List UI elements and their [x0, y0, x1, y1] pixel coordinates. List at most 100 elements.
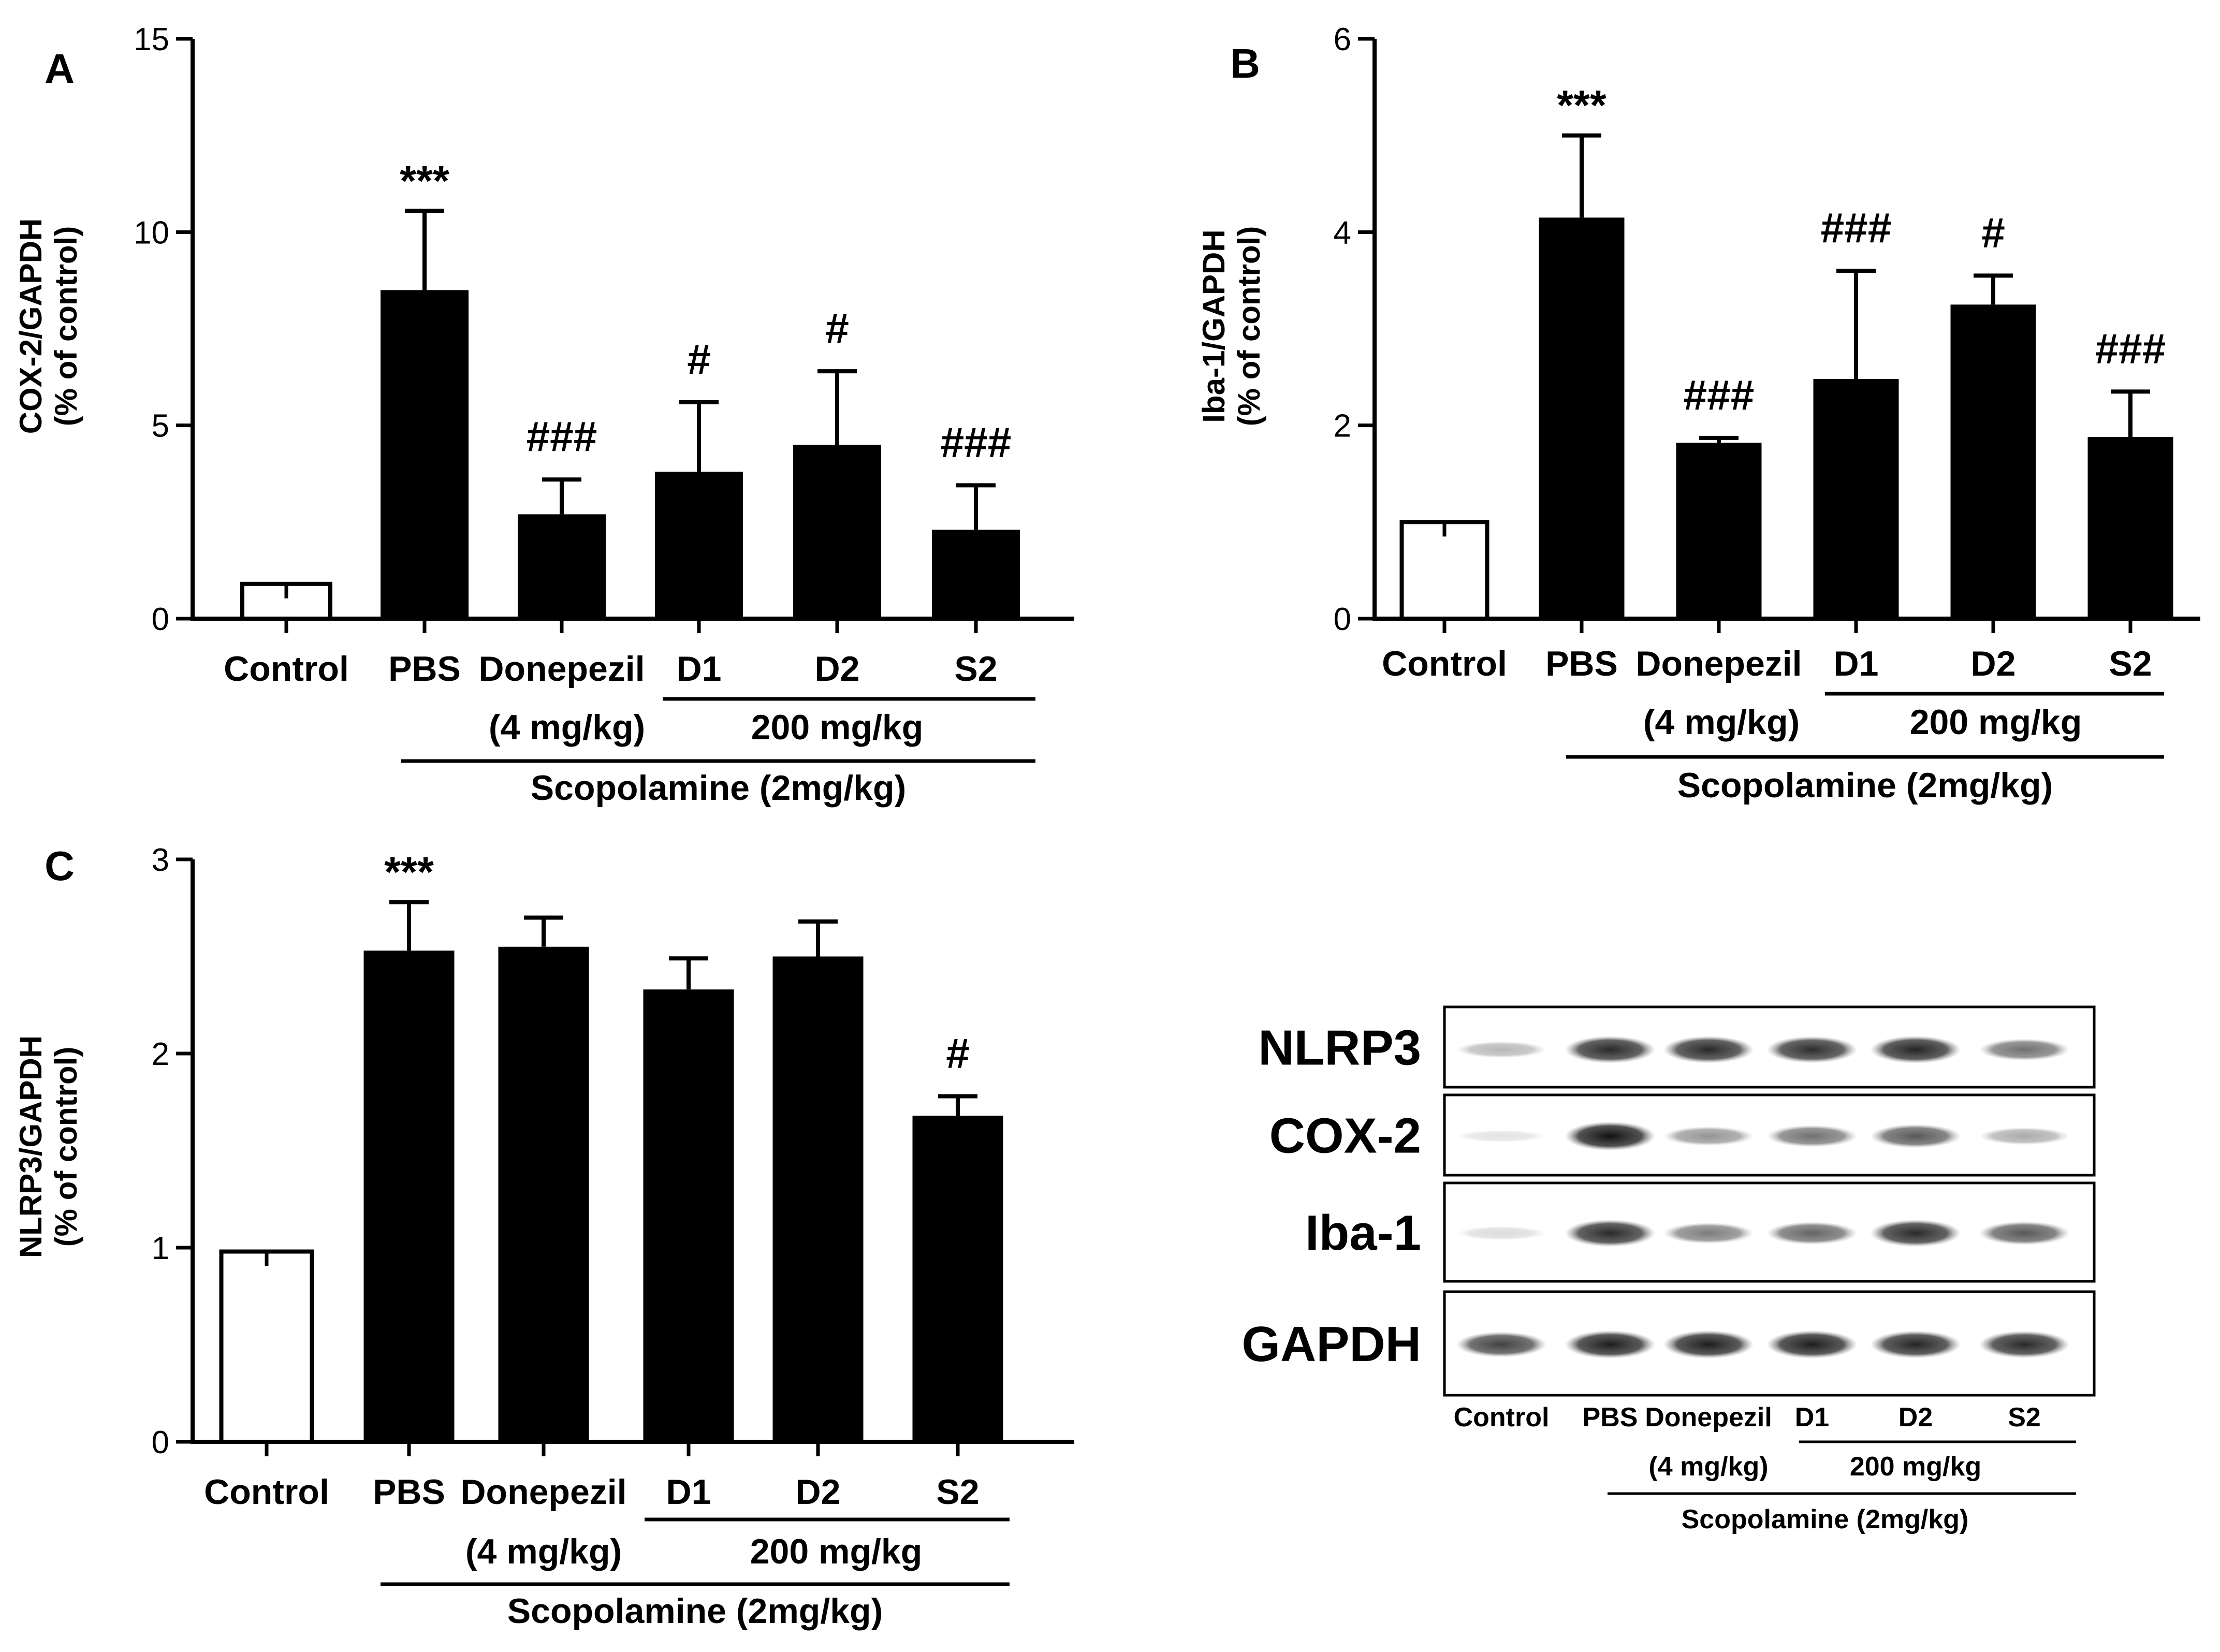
y-tick-label: 0 — [1334, 602, 1351, 637]
blot-row-cox-2: COX-2 — [1269, 1093, 2096, 1177]
blot-dose-label: 200 mg/kg — [1850, 1452, 1981, 1482]
blot-band — [1663, 1222, 1754, 1244]
bar — [932, 530, 1020, 619]
significance-marker: # — [687, 336, 711, 383]
blot-row-label: COX-2 — [1269, 1108, 1421, 1164]
x-tick-label: D1 — [666, 1472, 711, 1512]
x-tick-label: Control — [204, 1472, 329, 1512]
x-tick-label: PBS — [388, 649, 461, 689]
blot-lane-label: D2 — [1898, 1402, 1933, 1432]
x-tick-label: PBS — [1545, 644, 1618, 683]
significance-marker: # — [825, 305, 849, 352]
x-tick-label: Control — [1382, 644, 1507, 683]
blot-donepezil-dose-label: (4 mg/kg) — [1648, 1452, 1768, 1482]
bar — [912, 1116, 1003, 1442]
blot-band — [1663, 1330, 1754, 1359]
blot-lane-label: Donepezil — [1645, 1402, 1772, 1432]
x-tick-label: Donepezil — [478, 649, 645, 689]
y-tick-label: 4 — [1334, 215, 1351, 251]
bar — [655, 472, 743, 619]
y-tick-label: 5 — [152, 408, 169, 444]
western-blot: NLRP3 COX-2 Iba-1 GAPDH Control PBS Donepezil D… — [1242, 1005, 2096, 1534]
blot-band — [1979, 1127, 2070, 1145]
significance-marker: # — [1981, 209, 2005, 256]
y-tick-label: 6 — [1334, 22, 1351, 57]
bar — [1399, 520, 1489, 621]
y-axis-label-line: (% of control) — [1232, 226, 1266, 427]
blot-band — [1766, 1330, 1858, 1359]
blot-row-label: NLRP3 — [1258, 1020, 1421, 1076]
panel-letter: C — [45, 843, 75, 889]
dose-group-label: 200 mg/kg — [1910, 703, 2082, 742]
y-tick-label: 1 — [152, 1231, 169, 1266]
significance-marker: *** — [1557, 82, 1606, 129]
x-tick-label: D1 — [677, 649, 722, 689]
donepezil-dose-label: (4 mg/kg) — [465, 1532, 622, 1571]
x-tick-label: D2 — [796, 1472, 841, 1512]
donepezil-dose-label: (4 mg/kg) — [1643, 703, 1800, 742]
y-tick-label: 2 — [152, 1036, 169, 1072]
blot-row-gapdh: GAPDH — [1242, 1290, 2096, 1397]
blot-band — [1565, 1219, 1656, 1247]
y-axis-label: COX-2/GAPDH(% of control) — [13, 218, 83, 434]
blot-row-nlrp3: NLRP3 — [1258, 1005, 2096, 1089]
blot-row-label: Iba-1 — [1305, 1205, 1421, 1261]
blot-band — [1456, 1130, 1547, 1143]
bar — [793, 445, 881, 619]
dose-group-label: 200 mg/kg — [751, 708, 924, 747]
y-axis-label: Iba-1/GAPDH(% of control) — [1196, 226, 1266, 427]
y-axis-label-line: (% of control) — [49, 226, 83, 427]
blot-row-label: GAPDH — [1242, 1317, 1421, 1372]
bar — [518, 514, 606, 619]
blot-band — [1456, 1226, 1547, 1240]
y-tick-label: 2 — [1334, 408, 1351, 444]
chart-panel-a: A 0 5 10 15 COX-2/GAPDH(% of control) Control *… — [13, 22, 1074, 808]
blot-band — [1456, 1332, 1547, 1357]
x-tick-label: Donepezil — [460, 1472, 626, 1512]
bar — [1539, 217, 1625, 619]
blot-band — [1663, 1126, 1754, 1146]
bar — [1813, 379, 1899, 619]
bar — [498, 946, 589, 1442]
y-axis-label: NLRP3/GAPDH(% of control) — [13, 1035, 83, 1258]
bar — [772, 956, 864, 1442]
blot-band — [1979, 1331, 2070, 1358]
blot-row-iba-1: Iba-1 — [1305, 1181, 2096, 1283]
x-tick-label: D1 — [1834, 644, 1879, 683]
x-tick-label: S2 — [2109, 644, 2152, 683]
y-tick-label: 3 — [152, 842, 169, 878]
significance-marker: *** — [384, 849, 434, 896]
chart-panel-c: C 0 1 2 3 NLRP3/GAPDH(% of control) Control ***… — [13, 842, 1074, 1631]
bar — [2087, 437, 2173, 619]
blot-lane-label: PBS — [1583, 1402, 1638, 1432]
blot-band — [1870, 1035, 1961, 1064]
dose-group-label: 200 mg/kg — [750, 1532, 923, 1571]
treatment-label: Scopolamine (2mg/kg) — [507, 1591, 883, 1631]
blot-band — [1979, 1039, 2070, 1061]
significance-marker: ### — [1684, 372, 1755, 419]
chart-panel-b: B 0 2 4 6 Iba-1/GAPDH(% of control) Control ***… — [1196, 22, 2200, 805]
y-tick-label: 0 — [152, 602, 169, 637]
bar — [363, 951, 455, 1442]
treatment-label: Scopolamine (2mg/kg) — [1677, 766, 2053, 805]
blot-band — [1565, 1330, 1656, 1359]
blot-lane-label: S2 — [2008, 1402, 2041, 1432]
panel-letter: B — [1230, 40, 1260, 86]
blot-lane-label: D1 — [1795, 1402, 1829, 1432]
bar — [219, 1249, 314, 1444]
blot-band — [1456, 1041, 1547, 1058]
significance-marker: # — [946, 1030, 970, 1077]
x-tick-label: PBS — [373, 1472, 445, 1512]
bar — [381, 290, 469, 619]
blot-band — [1766, 1125, 1858, 1147]
bar — [1676, 443, 1762, 619]
y-axis-label-line: NLRP3/GAPDH — [13, 1035, 48, 1258]
x-tick-label: D2 — [1971, 644, 2016, 683]
blot-band — [1766, 1036, 1858, 1063]
blot-treatment-label: Scopolamine (2mg/kg) — [1682, 1504, 1969, 1534]
panel-letter: A — [45, 46, 75, 92]
y-axis-label-line: Iba-1/GAPDH — [1196, 229, 1231, 422]
bar — [643, 989, 734, 1442]
y-tick-label: 15 — [134, 22, 169, 57]
